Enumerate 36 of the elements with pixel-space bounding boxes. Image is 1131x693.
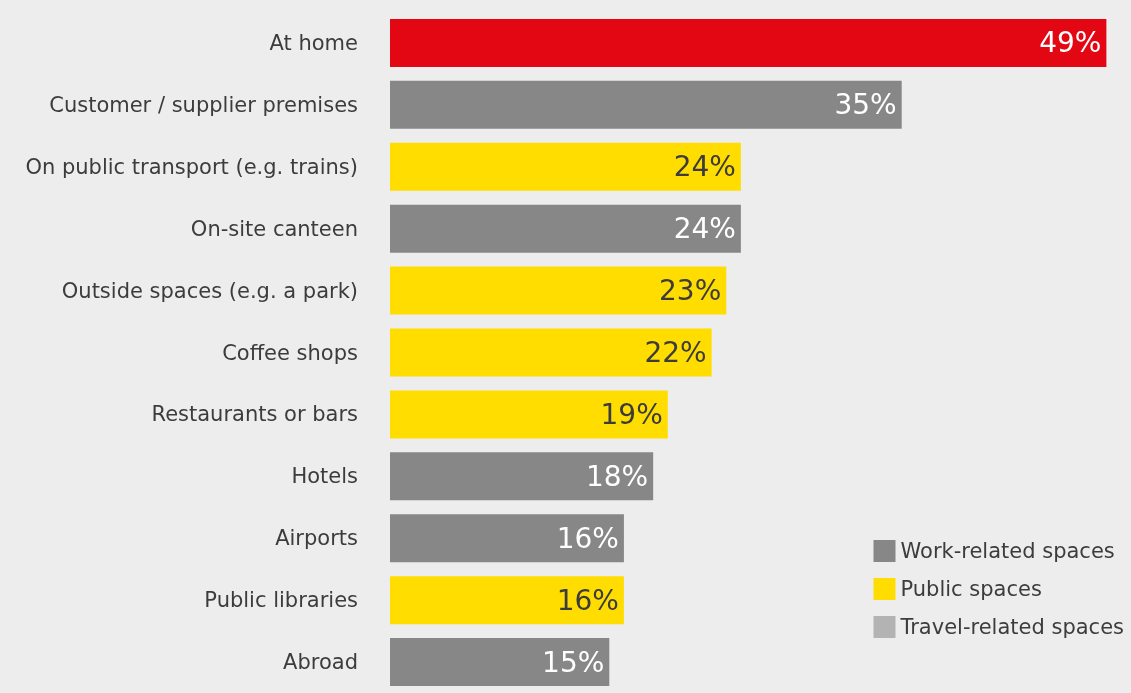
bar: [390, 514, 624, 563]
legend-label: Work-related spaces: [900, 539, 1115, 563]
y-tick-label: Public libraries: [204, 588, 358, 613]
y-tick-label: On public transport (e.g. trains): [25, 154, 358, 179]
y-tick-label: Coffee shops: [222, 340, 358, 365]
data-label: 22%: [644, 336, 707, 369]
data-label: 16%: [556, 583, 619, 617]
bar: [390, 638, 610, 687]
bar: [390, 266, 727, 315]
y-tick-label: Restaurants or bars: [151, 402, 358, 427]
data-label: 24%: [673, 212, 736, 246]
y-tick-label: Customer / supplier premises: [49, 92, 358, 117]
legend-label: Public spaces: [900, 577, 1042, 601]
data-label: 35%: [834, 88, 897, 122]
bar: [390, 142, 741, 191]
bar: [390, 576, 624, 625]
bar: [390, 18, 1107, 67]
bar: [390, 80, 902, 129]
y-tick-label: Hotels: [291, 464, 358, 489]
data-label: 49%: [1039, 26, 1102, 60]
bar: [390, 390, 668, 439]
legend-label: Travel-related spaces: [899, 615, 1125, 639]
y-tick-label: On-site canteen: [190, 216, 358, 241]
y-tick-label: Abroad: [283, 650, 358, 675]
data-label: 24%: [673, 150, 736, 184]
data-label: 15%: [542, 645, 605, 679]
bar: [390, 452, 654, 501]
y-tick-label: Outside spaces (e.g. a park): [61, 278, 358, 303]
data-label: 19%: [600, 397, 663, 431]
y-tick-label: At home: [269, 30, 358, 55]
y-tick-label: Airports: [275, 526, 358, 551]
data-label: 23%: [659, 274, 722, 308]
bar: [390, 204, 741, 253]
bar: [390, 328, 712, 377]
data-label: 16%: [556, 521, 619, 555]
data-label: 18%: [585, 459, 649, 493]
